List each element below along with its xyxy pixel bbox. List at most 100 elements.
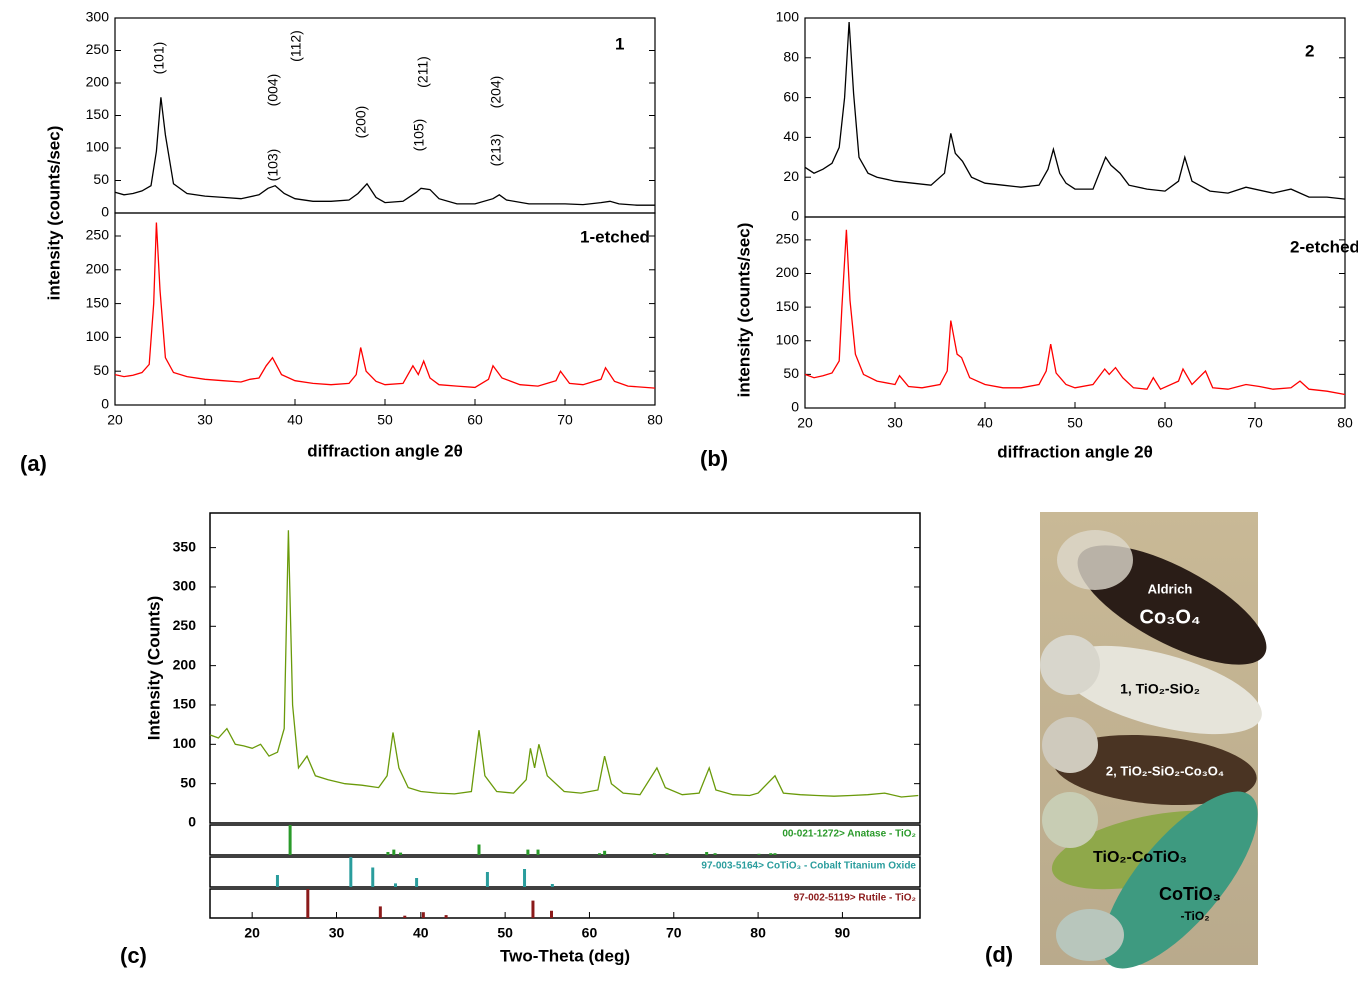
y-tick-label: 100	[776, 331, 800, 347]
y-tick-label: 40	[783, 128, 799, 144]
tube-cap	[1042, 717, 1098, 773]
tube-cap	[1056, 909, 1124, 961]
data-line	[804, 229, 1346, 396]
y-tick-label: 300	[173, 578, 197, 594]
photo-label: CoTiO₃	[1159, 884, 1221, 904]
x-axis-label: diffraction angle 2θ	[997, 442, 1153, 461]
y-tick-label: 0	[188, 814, 196, 830]
x-tick-label: 60	[582, 925, 598, 941]
panel-label: (a)	[20, 451, 47, 476]
reference-label: 00-021-1272> Anatase - TiO₂	[782, 829, 916, 840]
y-tick-label: 50	[180, 774, 196, 790]
y-axis-label: Intensity (Counts)	[144, 596, 163, 741]
peak-label: (213)	[488, 134, 504, 167]
x-tick-label: 50	[497, 925, 513, 941]
plot-frame	[209, 512, 921, 824]
x-tick-label: 70	[666, 925, 682, 941]
y-tick-label: 100	[776, 9, 800, 25]
y-tick-label: 150	[776, 298, 800, 314]
y-tick-label: 50	[783, 365, 799, 381]
reference-label: 97-002-5119> Rutile - TiO₂	[794, 893, 916, 904]
x-tick-label: 30	[887, 415, 903, 431]
x-tick-label: 50	[377, 412, 393, 428]
y-tick-label: 150	[173, 696, 197, 712]
x-tick-label: 20	[244, 925, 260, 941]
tube	[1102, 791, 1258, 969]
y-tick-label: 0	[101, 396, 109, 412]
tube-cap	[1042, 792, 1098, 848]
y-tick-label: 60	[783, 88, 799, 104]
x-tick-label: 60	[1157, 415, 1173, 431]
plot-frame	[209, 856, 921, 888]
data-line	[114, 222, 656, 389]
photo-label: TiO₂-CoTiO₃	[1093, 849, 1187, 866]
y-axis-label: intensity (counts/sec)	[44, 126, 63, 301]
y-tick-label: 200	[173, 656, 197, 672]
x-tick-label: 50	[1067, 415, 1083, 431]
y-tick-label: 350	[173, 538, 197, 554]
x-tick-label: 70	[1247, 415, 1263, 431]
series-label: 1	[615, 34, 624, 53]
panel-label: (b)	[700, 446, 728, 471]
x-tick-label: 40	[977, 415, 993, 431]
photo-label: Aldrich	[1148, 581, 1193, 596]
x-tick-label: 80	[750, 925, 766, 941]
y-tick-label: 250	[86, 41, 110, 57]
y-tick-label: 20	[783, 168, 799, 184]
series-label: 1-etched	[580, 227, 650, 246]
y-tick-label: 50	[93, 171, 109, 187]
x-tick-label: 80	[647, 412, 663, 428]
series-label: 2-etched	[1290, 237, 1358, 256]
plot-frame	[209, 824, 921, 856]
photo-label: -TiO₂	[1180, 909, 1209, 923]
photo-label: 2, TiO₂-SiO₂-Co₃O₄	[1106, 763, 1224, 778]
y-tick-label: 0	[791, 399, 799, 415]
peak-label: (211)	[415, 56, 431, 88]
peak-label: (200)	[353, 106, 369, 139]
y-tick-label: 100	[86, 139, 110, 155]
x-tick-label: 80	[1337, 415, 1353, 431]
data-line	[209, 530, 919, 798]
plot-frame	[114, 17, 656, 214]
panel-label: (c)	[120, 943, 147, 968]
y-tick-label: 250	[776, 231, 800, 247]
data-line	[804, 21, 1346, 200]
peak-label: (103)	[265, 149, 281, 182]
plot-frame	[804, 216, 1346, 409]
plot-frame	[114, 212, 656, 406]
peak-label: (112)	[288, 30, 304, 62]
x-tick-label: 20	[107, 412, 123, 428]
y-tick-label: 100	[86, 328, 110, 344]
y-tick-label: 150	[86, 106, 110, 122]
tube	[1058, 645, 1262, 735]
panel-label: (d)	[985, 942, 1013, 967]
y-tick-label: 0	[791, 208, 799, 224]
photo: Aldrich Co₃O₄ 1, TiO₂-SiO₂ 2, TiO₂-SiO₂-…	[1040, 512, 1267, 969]
y-tick-label: 300	[86, 9, 110, 25]
y-tick-label: 50	[93, 362, 109, 378]
data-line	[114, 97, 655, 206]
x-tick-label: 30	[329, 925, 345, 941]
peak-label: (105)	[411, 119, 427, 152]
y-tick-label: 250	[86, 227, 110, 243]
x-tick-label: 20	[797, 415, 813, 431]
y-tick-label: 200	[776, 264, 800, 280]
peak-label: (004)	[265, 74, 281, 107]
reference-label: 97-003-5164> CoTiO₃ - Cobalt Titanium Ox…	[701, 861, 916, 872]
plot-frame	[209, 888, 921, 919]
photo-label: 1, TiO₂-SiO₂	[1120, 681, 1200, 697]
photo-label: Co₃O₄	[1140, 606, 1201, 628]
plot-frame	[804, 17, 1346, 218]
y-tick-label: 0	[101, 204, 109, 220]
x-tick-label: 30	[197, 412, 213, 428]
y-tick-label: 100	[173, 735, 197, 751]
y-tick-label: 200	[86, 260, 110, 276]
tube	[1053, 734, 1257, 806]
y-tick-label: 200	[86, 74, 110, 90]
x-axis-label: diffraction angle 2θ	[307, 441, 463, 460]
x-tick-label: 70	[557, 412, 573, 428]
y-tick-label: 150	[86, 294, 110, 310]
x-axis-label: Two-Theta (deg)	[500, 946, 630, 965]
tube-cap	[1057, 530, 1133, 590]
